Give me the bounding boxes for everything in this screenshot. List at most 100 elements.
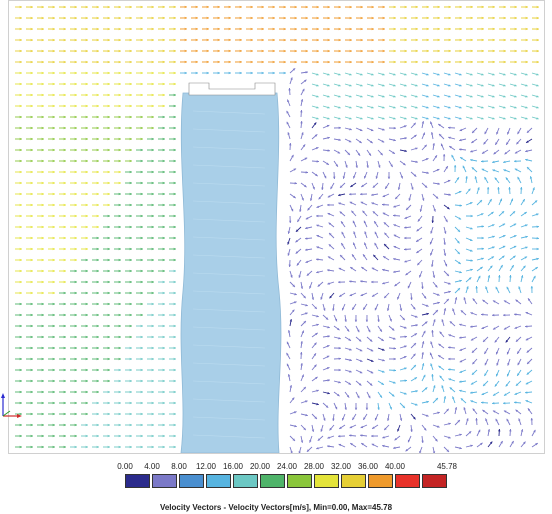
velocity-arrowhead: [299, 209, 302, 212]
velocity-arrowhead: [413, 306, 416, 310]
velocity-arrowhead: [349, 193, 352, 196]
velocity-arrowhead: [173, 71, 176, 75]
velocity-arrowhead: [294, 292, 297, 296]
velocity-arrowhead: [63, 104, 66, 108]
velocity-arrowhead: [399, 308, 403, 311]
velocity-arrowhead: [391, 394, 395, 397]
velocity-arrowhead: [30, 82, 33, 86]
velocity-arrowhead: [470, 5, 473, 9]
velocity-arrowhead: [525, 246, 528, 249]
velocity-arrowhead: [74, 170, 77, 174]
velocity-arrowhead: [327, 213, 331, 216]
velocity-arrowhead: [472, 361, 475, 365]
velocity-arrowhead: [173, 181, 176, 185]
velocity-arrowhead: [495, 286, 498, 290]
velocity-arrowhead: [470, 382, 474, 385]
velocity-arrowhead: [118, 126, 121, 130]
velocity-arrowhead: [19, 16, 22, 20]
velocity-arrowhead: [492, 235, 495, 238]
velocity-arrowhead: [151, 225, 154, 229]
velocity-arrowhead: [74, 269, 77, 273]
velocity-arrowhead: [459, 16, 462, 20]
velocity-arrowhead: [52, 412, 55, 416]
velocity-arrowhead: [404, 60, 407, 64]
velocity-arrowhead: [30, 60, 33, 64]
velocity-arrowhead: [442, 154, 446, 157]
velocity-arrowhead: [19, 324, 22, 328]
velocity-arrowhead: [503, 169, 506, 172]
velocity-arrowhead: [162, 401, 165, 405]
velocity-arrowhead: [426, 312, 429, 316]
velocity-arrowhead: [470, 38, 473, 42]
velocity-arrowhead: [162, 412, 165, 416]
velocity-arrowhead: [314, 134, 318, 137]
velocity-arrowhead: [96, 368, 99, 372]
velocity-arrowhead: [118, 269, 121, 273]
velocity-arrowhead: [118, 181, 121, 185]
velocity-arrowhead: [283, 38, 286, 42]
velocity-arrowhead: [459, 38, 462, 42]
velocity-arrowhead: [426, 60, 429, 64]
velocity-arrowhead: [316, 106, 319, 109]
velocity-arrowhead: [327, 445, 330, 448]
velocity-arrowhead: [162, 324, 165, 328]
velocity-arrowhead: [41, 126, 44, 130]
velocity-arrowhead: [514, 95, 517, 98]
velocity-arrowhead: [416, 239, 419, 242]
velocity-arrowhead: [316, 117, 319, 120]
velocity-arrowhead: [52, 148, 55, 152]
velocity-arrowhead: [118, 16, 121, 20]
velocity-arrowhead: [503, 106, 506, 109]
velocity-arrowhead: [162, 357, 165, 361]
velocity-arrowhead: [371, 38, 374, 42]
velocity-arrowhead: [327, 27, 330, 31]
velocity-arrowhead: [371, 49, 374, 53]
velocity-arrowhead: [371, 280, 374, 284]
velocity-arrowhead: [489, 199, 492, 202]
velocity-arrowhead: [41, 247, 44, 251]
velocity-arrowhead: [140, 203, 143, 207]
velocity-arrowhead: [346, 329, 350, 332]
velocity-arrowhead: [339, 211, 343, 214]
velocity-arrowhead: [151, 247, 154, 251]
velocity-arrowhead: [107, 170, 110, 174]
velocity-arrowhead: [41, 269, 44, 273]
velocity-arrowhead: [52, 346, 55, 350]
velocity-arrowhead: [517, 351, 520, 354]
velocity-arrowhead: [316, 246, 319, 249]
velocity-arrowhead: [30, 445, 33, 449]
velocity-arrowhead: [328, 222, 332, 225]
velocity-arrowhead: [417, 219, 421, 222]
velocity-arrowhead: [96, 115, 99, 119]
velocity-arrowhead: [363, 307, 366, 310]
velocity-arrowhead: [515, 339, 519, 342]
velocity-arrowhead: [426, 106, 429, 109]
velocity-arrowhead: [41, 27, 44, 31]
velocity-arrowhead: [107, 434, 110, 438]
velocity-arrowhead: [74, 137, 77, 141]
velocity-arrowhead: [404, 216, 408, 219]
velocity-arrowhead: [151, 412, 154, 416]
velocity-arrowhead: [382, 212, 386, 215]
velocity-arrowhead: [19, 82, 22, 86]
velocity-arrowhead: [365, 319, 369, 322]
velocity-arrowhead: [41, 423, 44, 427]
velocity-arrowhead: [439, 331, 442, 335]
velocity-arrowhead: [118, 346, 121, 350]
velocity-arrowhead: [118, 60, 121, 64]
velocity-arrowhead: [448, 60, 451, 64]
velocity-arrowhead: [525, 235, 528, 239]
velocity-arrowhead: [359, 128, 363, 131]
velocity-arrowhead: [63, 346, 66, 350]
velocity-arrowhead: [30, 390, 33, 394]
velocity-arrowhead: [514, 27, 517, 31]
velocity-arrowhead: [497, 187, 500, 190]
velocity-arrowhead: [129, 412, 132, 416]
velocity-arrowhead: [360, 280, 363, 283]
velocity-arrowhead: [457, 229, 460, 232]
velocity-arrowhead: [506, 351, 510, 355]
velocity-arrowhead: [173, 401, 176, 405]
velocity-arrowhead: [151, 269, 154, 273]
velocity-arrowhead: [52, 27, 55, 31]
velocity-arrowhead: [424, 387, 428, 390]
